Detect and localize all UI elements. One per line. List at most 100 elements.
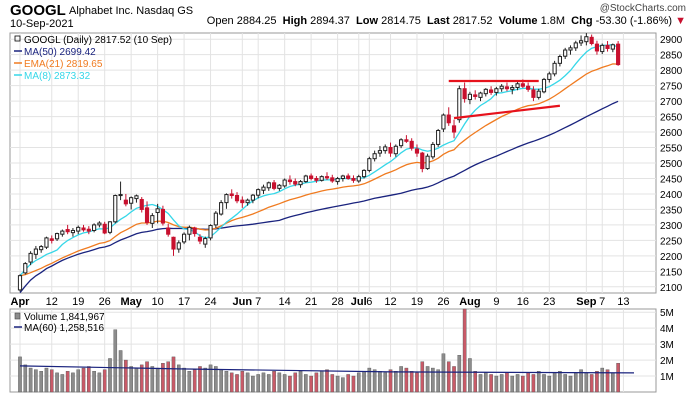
volume-bar [420, 361, 425, 393]
volume-bar [266, 374, 271, 393]
volume-bar [611, 372, 615, 393]
candle-up [515, 83, 520, 88]
candle-down [166, 227, 171, 235]
volume-bar [399, 366, 403, 393]
candle-up [60, 230, 65, 235]
volume-bar [187, 371, 192, 393]
last-label: Last [427, 15, 450, 27]
x-tick-label: 13 [617, 296, 629, 308]
candle-up [494, 88, 499, 93]
volume-bar [425, 366, 430, 393]
volume-bar [383, 372, 388, 393]
volume-bar [240, 371, 245, 393]
volume-bar [346, 374, 350, 393]
down-arrow-icon: ▼ [675, 15, 686, 27]
candle-up [134, 195, 139, 200]
price-tick-label: 2400 [660, 190, 683, 201]
x-tick-label: 23 [543, 296, 555, 308]
candle-down [86, 228, 91, 232]
last-value: 2817.52 [452, 15, 493, 27]
candle-down [526, 85, 531, 90]
volume-bar [341, 377, 345, 393]
candle-down [324, 176, 330, 179]
x-tick-label: 14 [279, 296, 291, 308]
candle-down [605, 44, 610, 49]
volume-bar [452, 366, 456, 393]
candle-up [356, 176, 361, 182]
legend-label: MA(60) 1,258,516 [24, 323, 104, 334]
candle-down [404, 139, 409, 142]
volume-bar [224, 371, 229, 393]
candle-up [361, 169, 367, 178]
candle-down [102, 223, 107, 234]
candle-up [584, 36, 589, 43]
volume-bar [282, 374, 287, 393]
high-label: High [282, 15, 308, 27]
volume-bar [298, 371, 303, 393]
candle-up [457, 88, 462, 121]
candle-down [49, 238, 54, 241]
candle-up [213, 212, 218, 226]
price-tick-label: 2550 [660, 144, 683, 155]
candle-up [377, 150, 383, 154]
candle-up [568, 47, 573, 51]
candle-up [372, 153, 377, 160]
candle-up [600, 44, 605, 53]
low-value: 2814.75 [381, 15, 421, 27]
candle-up [277, 184, 282, 189]
volume-bar [118, 350, 123, 393]
volume-bar [499, 374, 504, 393]
candle-up [150, 215, 155, 224]
candle-down [144, 207, 150, 223]
volume-bar [600, 367, 605, 393]
volume-bar [219, 369, 223, 393]
legend-label: MA(8) 2873.32 [24, 71, 91, 82]
volume-bar [584, 372, 589, 393]
volume-bar [441, 353, 446, 393]
volume-bar [605, 369, 610, 393]
volume-bar [229, 372, 234, 393]
candle-up [298, 181, 303, 186]
x-tick-label: Apr [11, 296, 31, 308]
candle-up [129, 197, 134, 204]
x-tick-label: 7 [255, 296, 261, 308]
price-tick-label: 2700 [660, 97, 683, 108]
quote-summary: Open 2884.25 High 2894.37 Low 2814.75 La… [207, 15, 686, 27]
volume-bar [304, 374, 308, 393]
x-tick-label: 17 [178, 296, 190, 308]
x-tick-label: 9 [493, 296, 499, 308]
volume-bar [378, 371, 382, 393]
x-tick-label: 6 [366, 296, 372, 308]
x-tick-label: 24 [204, 296, 216, 308]
candle-down [388, 147, 393, 154]
volume-bar [251, 375, 255, 393]
price-tick-label: 2250 [660, 236, 683, 247]
legend-label: GOOGL (Daily) 2817.52 (10 Sep) [24, 35, 172, 46]
volume-bar [245, 372, 250, 393]
candle-up [97, 222, 102, 226]
candle-down [616, 43, 621, 66]
candle-down [123, 199, 128, 205]
candle-down [420, 152, 425, 170]
x-tick-label: 26 [99, 296, 111, 308]
candle-up [113, 195, 118, 223]
volume-bar [102, 369, 107, 393]
volume-bar [288, 375, 292, 393]
candle-up [176, 242, 181, 250]
candle-up [467, 93, 473, 101]
candle-down [330, 177, 335, 182]
volume-bar [18, 356, 22, 393]
candle-down [520, 83, 525, 87]
x-tick-label: 26 [437, 296, 449, 308]
volume-bar [515, 374, 520, 393]
volume-bar [335, 375, 340, 393]
ema21-line [19, 63, 619, 277]
candle-up [610, 44, 615, 50]
volume-bar [134, 367, 139, 393]
candle-up [303, 175, 308, 183]
volume-bar [478, 374, 483, 393]
volume-bar [28, 367, 33, 393]
x-tick-label: 19 [72, 296, 84, 308]
volume-bar [563, 374, 567, 393]
open-label: Open [206, 15, 234, 27]
